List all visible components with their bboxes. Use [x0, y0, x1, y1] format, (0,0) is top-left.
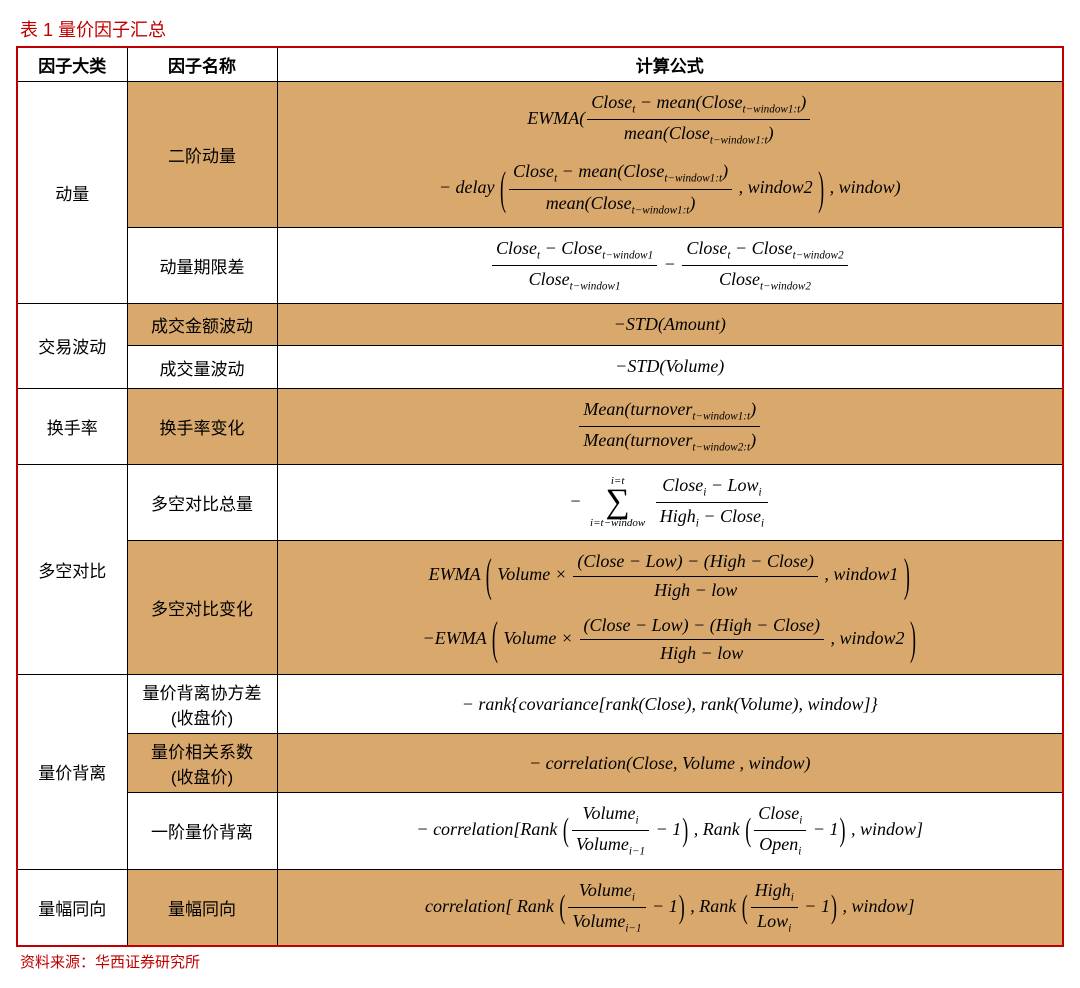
table-row: 交易波动 成交金额波动 −STD(Amount) — [17, 304, 1063, 346]
table-row: 换手率 换手率变化 Mean(turnovert−window1:t)Mean(… — [17, 388, 1063, 464]
category-cell: 交易波动 — [17, 304, 127, 388]
table-row: 多空对比变化 EWMA ( Volume × (Close − Low) − (… — [17, 541, 1063, 675]
table-row: 动量期限差 Closet − Closet−window1Closet−wind… — [17, 227, 1063, 303]
table-caption: 表 1 量价因子汇总 — [20, 16, 1064, 42]
table-row: 量价相关系数(收盘价) − correlation(Close, Volume … — [17, 734, 1063, 793]
name-cell: 换手率变化 — [127, 388, 277, 464]
table-row: 动量 二阶动量 EWMA(Closet − mean(Closet−window… — [17, 82, 1063, 228]
table-row: 量幅同向 量幅同向 correlation[ Rank (VolumeiVolu… — [17, 869, 1063, 946]
formula-cell: − correlation(Close, Volume , window) — [277, 734, 1063, 793]
table-source: 资料来源：华西证券研究所 — [20, 951, 1064, 972]
name-cell: 多空对比变化 — [127, 541, 277, 675]
col-header-formula: 计算公式 — [277, 47, 1063, 82]
table-row: 多空对比 多空对比总量 − i=t∑i=t−window Closei − Lo… — [17, 465, 1063, 541]
formula-cell: −STD(Volume) — [277, 346, 1063, 388]
formula-cell: EWMA ( Volume × (Close − Low) − (High − … — [277, 541, 1063, 675]
name-cell: 量幅同向 — [127, 869, 277, 946]
name-cell: 一阶量价背离 — [127, 793, 277, 869]
formula-cell: Closet − Closet−window1Closet−window1 − … — [277, 227, 1063, 303]
category-cell: 量价背离 — [17, 675, 127, 869]
category-cell: 换手率 — [17, 388, 127, 464]
name-cell: 成交量波动 — [127, 346, 277, 388]
category-cell: 量幅同向 — [17, 869, 127, 946]
formula-cell: Mean(turnovert−window1:t)Mean(turnovert−… — [277, 388, 1063, 464]
col-header-category: 因子大类 — [17, 47, 127, 82]
formula-cell: − correlation[Rank (VolumeiVolumei−1 − 1… — [277, 793, 1063, 869]
formula-cell: − rank{covariance[rank(Close), rank(Volu… — [277, 675, 1063, 734]
category-cell: 动量 — [17, 82, 127, 304]
table-row: 成交量波动 −STD(Volume) — [17, 346, 1063, 388]
name-cell: 动量期限差 — [127, 227, 277, 303]
name-cell: 成交金额波动 — [127, 304, 277, 346]
name-cell: 量价背离协方差(收盘价) — [127, 675, 277, 734]
header-row: 因子大类 因子名称 计算公式 — [17, 47, 1063, 82]
col-header-name: 因子名称 — [127, 47, 277, 82]
formula-cell: correlation[ Rank (VolumeiVolumei−1 − 1)… — [277, 869, 1063, 946]
table-row: 一阶量价背离 − correlation[Rank (VolumeiVolume… — [17, 793, 1063, 869]
formula-cell: −STD(Amount) — [277, 304, 1063, 346]
name-cell: 量价相关系数(收盘价) — [127, 734, 277, 793]
category-cell: 多空对比 — [17, 465, 127, 675]
factor-table: 因子大类 因子名称 计算公式 动量 二阶动量 EWMA(Closet − mea… — [16, 46, 1064, 947]
table-row: 量价背离 量价背离协方差(收盘价) − rank{covariance[rank… — [17, 675, 1063, 734]
name-cell: 多空对比总量 — [127, 465, 277, 541]
formula-cell: − i=t∑i=t−window Closei − LowiHighi − Cl… — [277, 465, 1063, 541]
formula-cell: EWMA(Closet − mean(Closet−window1:t)mean… — [277, 82, 1063, 228]
name-cell: 二阶动量 — [127, 82, 277, 228]
